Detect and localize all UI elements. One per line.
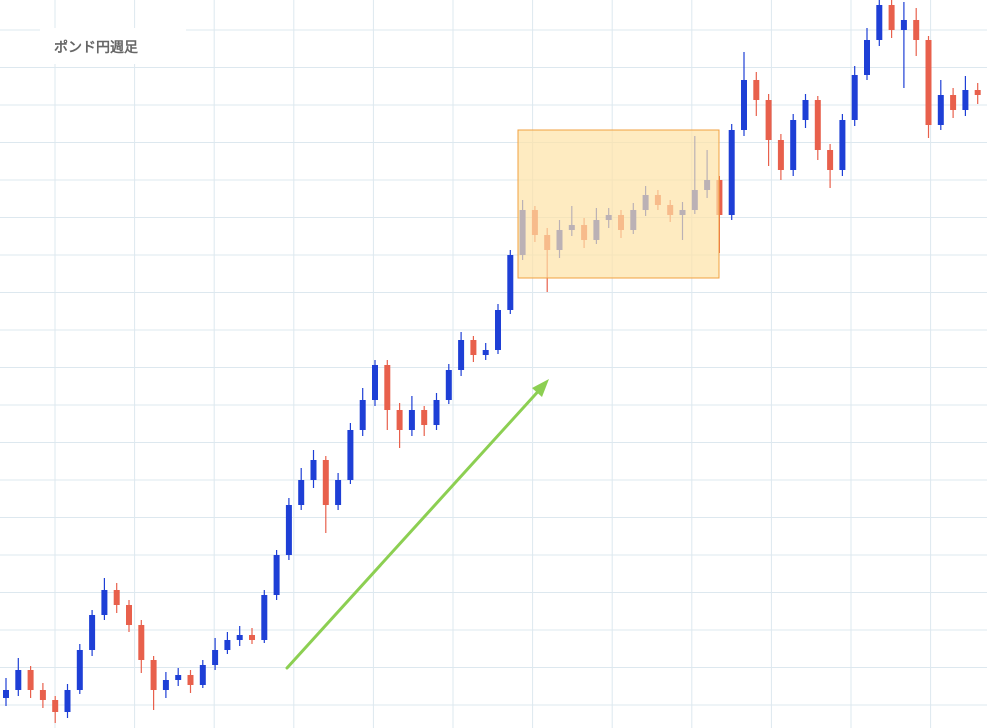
- candle-body: [150, 660, 157, 690]
- candle-body: [482, 350, 489, 355]
- candle-body: [199, 665, 206, 685]
- candle-body: [765, 100, 772, 140]
- highlight-box: [517, 129, 720, 279]
- candle-body: [888, 5, 895, 30]
- candle-body: [298, 480, 305, 505]
- trend-arrow: [285, 379, 549, 670]
- candle-body: [495, 310, 501, 350]
- candle-body: [175, 675, 182, 680]
- candle-body: [64, 690, 71, 712]
- candle-body: [777, 140, 784, 170]
- candle-body: [790, 120, 797, 170]
- candle-body: [741, 80, 747, 130]
- candle-body: [89, 615, 96, 650]
- candle-body: [15, 670, 22, 690]
- candle-body: [753, 80, 760, 100]
- candle-body: [113, 590, 120, 605]
- candle-body: [162, 680, 169, 690]
- candle-body: [384, 365, 391, 410]
- candle-body: [864, 40, 870, 75]
- candle-body: [962, 90, 969, 110]
- chart-title: ポンド円週足: [54, 40, 138, 56]
- candle-body: [76, 650, 83, 690]
- candle-body: [925, 40, 932, 125]
- candle-body: [322, 460, 329, 505]
- candle-body: [138, 625, 145, 660]
- candle-body: [814, 100, 821, 150]
- candle-body: [187, 675, 194, 685]
- candle-body: [470, 340, 477, 355]
- candle-body: [507, 255, 514, 310]
- candle-body: [900, 20, 907, 30]
- candle-body: [39, 690, 46, 700]
- candle-body: [445, 370, 452, 400]
- candle-body: [273, 555, 280, 595]
- candle-body: [261, 595, 268, 640]
- candle-body: [310, 460, 317, 480]
- candle-body: [950, 95, 957, 110]
- candle-body: [347, 430, 354, 480]
- candle-body: [728, 130, 735, 215]
- candles: [3, 0, 981, 723]
- candle-body: [802, 100, 809, 120]
- candle-body: [851, 75, 858, 120]
- candle-body: [913, 20, 920, 40]
- candle-body: [335, 480, 342, 505]
- candle-body: [3, 690, 9, 698]
- candle-body: [27, 670, 34, 690]
- candle-body: [876, 5, 883, 40]
- candle-body: [974, 90, 981, 95]
- candle-body: [421, 410, 428, 425]
- candle-body: [396, 410, 403, 430]
- candle-body: [101, 590, 108, 615]
- candle-body: [212, 650, 219, 665]
- candle-body: [433, 400, 440, 425]
- candle-body: [408, 410, 415, 430]
- candle-body: [126, 605, 132, 625]
- candle-body: [224, 640, 231, 650]
- candle-body: [827, 150, 834, 170]
- candle-body: [236, 635, 243, 640]
- candle-body: [839, 120, 846, 170]
- candle-body: [249, 635, 255, 640]
- candle-body: [285, 505, 292, 555]
- candle-body: [372, 365, 378, 400]
- candle-body: [458, 340, 465, 370]
- candle-body: [359, 400, 366, 430]
- candle-body: [52, 700, 59, 712]
- candle-body: [937, 95, 944, 125]
- title-box: ポンド円週足: [40, 28, 186, 64]
